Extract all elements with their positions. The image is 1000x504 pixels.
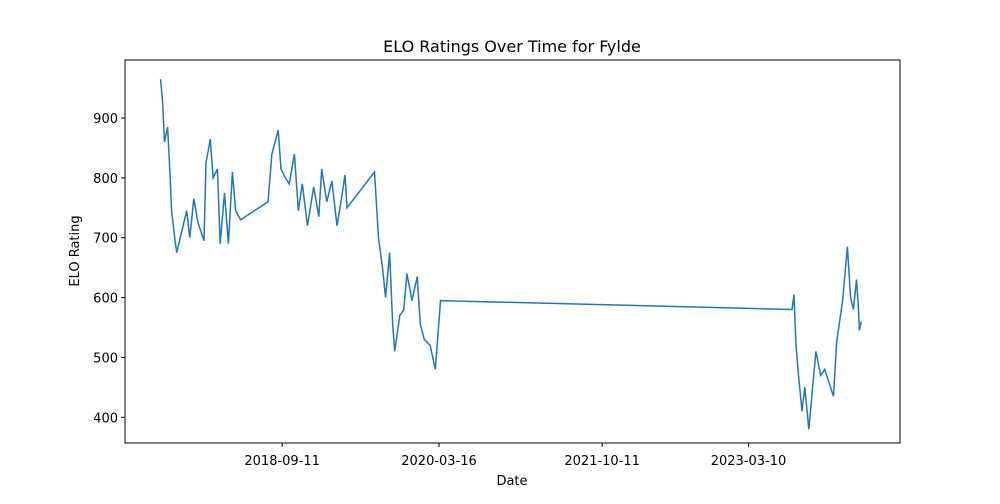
y-tick-label: 900 — [93, 112, 118, 127]
x-tick-label: 2023-03-10 — [711, 454, 787, 469]
y-tick-label: 700 — [93, 232, 118, 247]
y-tick-label: 600 — [93, 292, 118, 307]
y-tick-label: 500 — [93, 351, 118, 366]
x-tick-label: 2021-10-11 — [564, 454, 640, 469]
x-tick-label: 2020-03-16 — [401, 454, 477, 469]
x-tick-label: 2018-09-11 — [244, 454, 320, 469]
data-line — [159, 79, 863, 430]
plot-frame — [124, 59, 901, 444]
y-tick-label: 400 — [93, 411, 118, 426]
y-axis-label: ELO Rating — [68, 215, 83, 286]
y-tick-label: 800 — [93, 172, 118, 187]
x-axis-label: Date — [496, 474, 527, 489]
chart-title: ELO Ratings Over Time for Fylde — [383, 37, 641, 56]
